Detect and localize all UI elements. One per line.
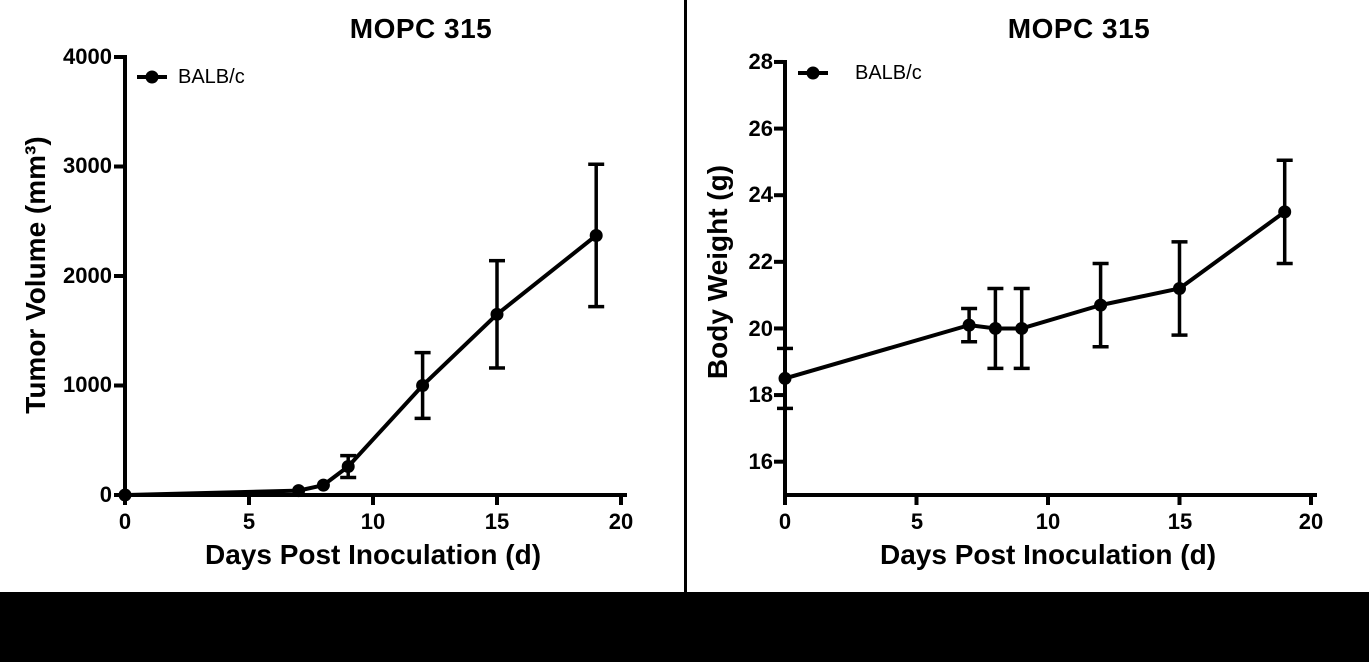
x-tick-label: 10 [1035,509,1061,534]
x-tick-label: 20 [608,509,634,534]
y-tick-label: 16 [748,449,773,474]
legend-marker-circle [145,70,159,84]
tumor-volume-chart [114,55,627,505]
data-point-marker [490,307,504,321]
data-point-marker [589,228,603,242]
x-axis-label: Days Post Inoculation (d) [879,539,1217,570]
x-tick-label: 5 [910,509,924,534]
chart-title: MOPC 315 [349,13,493,44]
data-point-marker [1278,205,1292,219]
y-tick-label: 26 [748,116,773,141]
y-tick-label: 18 [748,382,773,407]
x-tick-label: 15 [484,509,510,534]
chart-title: MOPC 315 [1007,13,1151,44]
bottom-black-band [0,592,1369,662]
data-point-marker [341,460,355,474]
x-tick-label: 10 [360,509,386,534]
body-weight-chart [774,59,1317,505]
y-tick-label: 24 [748,182,773,207]
y-tick-label: 0 [99,482,112,507]
data-point-marker [1094,298,1108,312]
legend-marker-circle [806,66,820,80]
y-tick-label: 20 [748,316,773,341]
x-tick-label: 5 [242,509,256,534]
data-point-marker [1173,281,1186,295]
y-tick-label: 4000 [63,44,112,69]
y-tick-label: 3000 [63,153,112,178]
tumor-volume-chart-panel: MOPC 315 Tumor Volume (mm³) Days Post In… [0,0,684,592]
y-tick-label: 2000 [63,263,112,288]
x-tick-label: 0 [118,509,132,534]
series-line [123,233,599,497]
body-weight-chart-panel: MOPC 315 Body Weight (g) Days Post Inocu… [687,0,1369,592]
y-tick-label: 28 [748,49,773,74]
y-tick-label: 22 [748,249,773,274]
y-tick-label: 1000 [63,372,112,397]
data-point-marker [778,371,792,385]
legend-label: BALB/c [178,66,245,88]
x-tick-label: 15 [1167,509,1193,534]
series-line [783,209,1287,381]
data-point-marker [316,478,330,492]
x-tick-label: 20 [1298,509,1324,534]
data-point-marker [292,484,306,498]
data-point-marker [416,379,430,392]
data-point-marker [1015,321,1029,335]
data-point-marker [118,488,132,502]
data-point-marker [962,318,976,332]
x-tick-label: 0 [778,509,792,534]
data-point-marker [988,321,1002,335]
panel-divider [684,0,687,592]
x-axis-label: Days Post Inoculation (d) [204,539,542,570]
legend-label: BALB/c [855,62,922,84]
